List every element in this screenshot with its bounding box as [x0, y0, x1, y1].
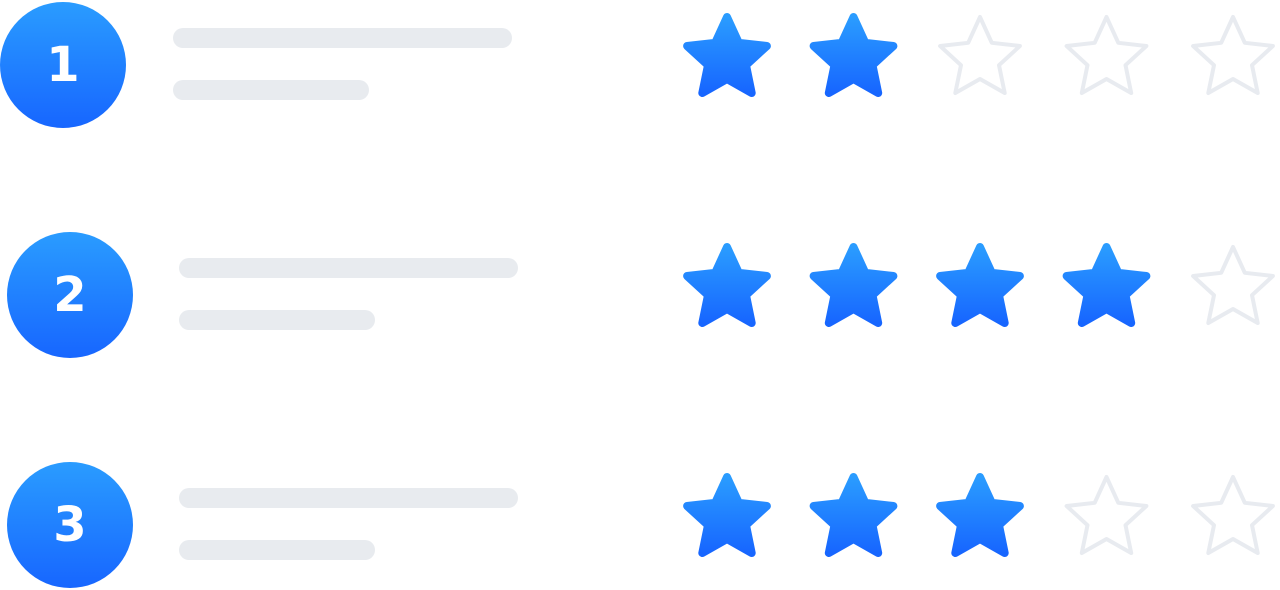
star-empty-icon [938, 15, 1022, 95]
star-empty-icon [1191, 245, 1275, 325]
text-placeholder-line [179, 310, 375, 330]
star-filled-icon [809, 473, 898, 557]
text-placeholder-line [179, 540, 375, 560]
star-filled-icon [809, 243, 898, 327]
rank-badge: 2 [7, 232, 133, 358]
star-empty-icon [1191, 475, 1275, 555]
star-filled-icon [683, 243, 771, 327]
star-filled-icon [683, 13, 771, 97]
star-rating [683, 243, 1275, 327]
star-empty-icon [1064, 475, 1149, 555]
text-placeholder-line [179, 488, 518, 508]
text-placeholder-line [179, 258, 518, 278]
star-rating [683, 13, 1275, 97]
star-filled-icon [683, 473, 771, 557]
rating-row: 1 [0, 0, 1280, 130]
star-rating [683, 473, 1275, 557]
rating-row: 2 [0, 230, 1280, 360]
rank-badge: 3 [7, 462, 133, 588]
star-filled-icon [809, 13, 898, 97]
text-placeholder-line [173, 80, 369, 100]
rating-row: 3 [0, 460, 1280, 590]
star-empty-icon [1064, 15, 1149, 95]
star-empty-icon [1191, 15, 1275, 95]
text-placeholder-line [173, 28, 512, 48]
star-filled-icon [936, 473, 1024, 557]
star-filled-icon [936, 243, 1024, 327]
rank-badge: 1 [0, 2, 126, 128]
star-filled-icon [1062, 243, 1151, 327]
